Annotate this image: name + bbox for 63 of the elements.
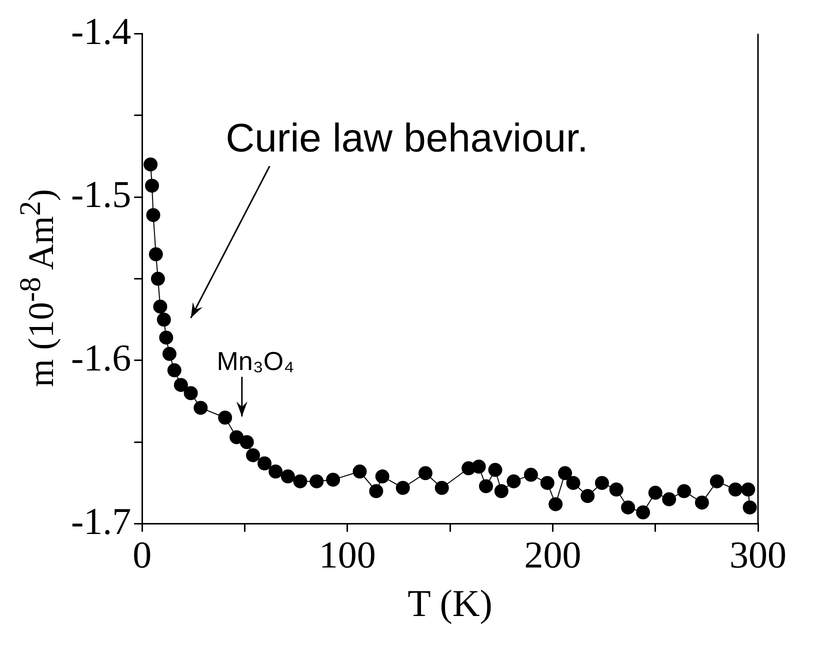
point xyxy=(145,178,160,193)
point xyxy=(280,469,295,484)
point xyxy=(369,484,384,498)
point xyxy=(418,466,432,480)
point xyxy=(240,435,254,450)
point xyxy=(609,482,624,496)
point xyxy=(148,247,163,262)
point xyxy=(548,497,563,512)
point xyxy=(694,496,709,510)
point xyxy=(144,157,158,172)
x-axis-title: T (K) xyxy=(408,583,492,626)
annotation: Curie law behaviour. xyxy=(226,116,588,160)
point xyxy=(194,400,208,415)
point xyxy=(472,460,486,474)
point xyxy=(310,474,324,488)
point xyxy=(352,464,367,479)
point xyxy=(479,479,493,494)
point xyxy=(150,272,165,286)
point xyxy=(540,476,554,490)
point xyxy=(230,430,244,444)
point xyxy=(494,484,508,498)
point xyxy=(742,500,757,514)
point xyxy=(594,476,609,490)
point xyxy=(162,346,176,361)
point xyxy=(246,448,260,462)
point xyxy=(741,482,756,496)
point xyxy=(258,456,272,470)
point xyxy=(524,468,538,482)
point xyxy=(648,486,662,500)
x-tick-label: 0 xyxy=(132,534,152,577)
point xyxy=(662,492,676,506)
point xyxy=(558,466,572,480)
point xyxy=(167,363,182,378)
point xyxy=(293,474,308,488)
x-tick-label: 300 xyxy=(730,534,786,577)
point xyxy=(710,474,724,488)
point xyxy=(174,378,188,392)
point xyxy=(677,484,692,498)
y-tick-label: -1.4 xyxy=(71,10,132,53)
point xyxy=(434,480,449,495)
point xyxy=(184,386,198,400)
point xyxy=(218,410,232,425)
y-tick-label: -1.6 xyxy=(71,337,132,380)
point xyxy=(636,505,650,520)
y-tick-label: -1.7 xyxy=(71,500,132,543)
point xyxy=(728,482,742,496)
point xyxy=(159,330,174,345)
x-tick-label: 100 xyxy=(318,534,376,577)
x-tick-label: 200 xyxy=(524,534,582,577)
point xyxy=(396,480,410,495)
point xyxy=(580,489,595,504)
point xyxy=(506,474,521,488)
point xyxy=(488,462,502,477)
point xyxy=(268,464,283,479)
y-tick-label: -1.5 xyxy=(71,174,132,216)
point xyxy=(146,208,160,222)
point xyxy=(621,500,636,514)
point xyxy=(566,476,580,490)
point xyxy=(375,469,390,484)
point xyxy=(326,472,340,487)
annotation: Mn₃O₄ xyxy=(216,346,294,376)
point xyxy=(153,300,168,314)
point xyxy=(156,312,171,327)
